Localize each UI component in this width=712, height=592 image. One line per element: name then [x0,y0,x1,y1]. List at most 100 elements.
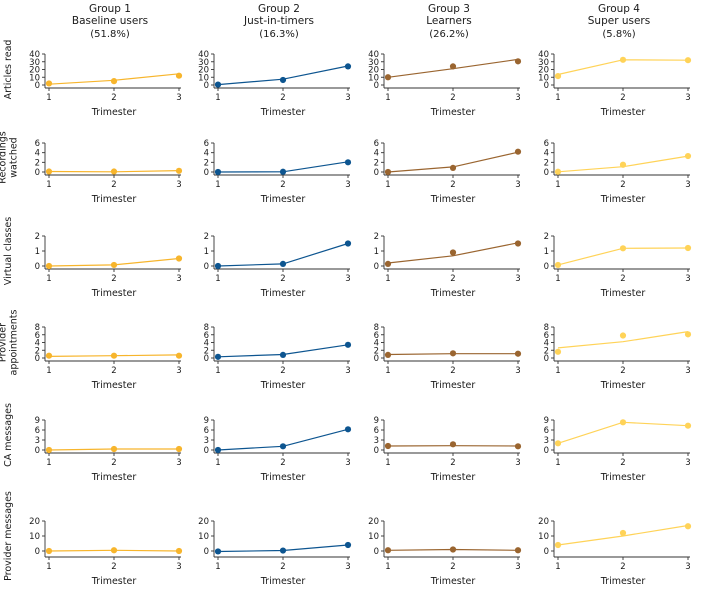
x-tick-label: 1 [46,562,51,572]
panel-5-2: 0 10 20 1 2 3 Trimester [368,517,522,587]
x-axis-label: Trimester [260,380,306,391]
y-tick-label: 6 [374,331,379,341]
y-tick-label: 40 [368,50,379,60]
x-tick-label: 1 [46,458,51,468]
data-point [619,419,627,426]
data-point [554,168,562,175]
data-point [449,546,457,553]
data-point [344,341,352,348]
y-tick-label: 9 [204,416,209,426]
row-label: watched [9,137,20,177]
group-share: (26.2%) [429,29,469,40]
data-point [279,168,287,175]
x-tick-label: 3 [345,93,350,103]
row-label: Articles read [3,40,14,100]
y-tick-label: 3 [35,436,40,446]
y-tick-label: 4 [35,339,40,349]
x-tick-label: 1 [215,458,220,468]
row-label: Virtual classes [3,217,14,285]
data-point [384,74,392,81]
y-tick-label: 1 [374,247,379,257]
x-tick-label: 1 [385,180,390,190]
data-point [214,353,222,360]
x-tick-label: 3 [685,562,690,572]
y-tick-label: 3 [544,436,549,446]
data-point [279,260,287,267]
x-tick-label: 2 [111,93,116,103]
group-share: (16.3%) [259,29,299,40]
data-point [214,548,222,555]
y-tick-label: 6 [544,139,549,149]
y-tick-label: 0 [204,168,209,178]
y-tick-label: 6 [374,139,379,149]
data-point [554,261,562,269]
data-point [175,352,183,359]
data-point [45,352,53,359]
x-tick-label: 1 [46,366,51,376]
y-tick-label: 3 [204,436,209,446]
y-tick-label: 6 [204,331,209,341]
y-tick-label: 4 [544,339,549,349]
series-line [387,242,519,264]
x-axis-label: Trimester [430,107,476,118]
x-tick-label: 3 [515,366,520,376]
x-tick-label: 2 [280,274,285,284]
x-tick-label: 2 [620,180,625,190]
x-axis-label: Trimester [260,576,306,587]
x-tick-label: 1 [555,458,560,468]
y-tick-label: 40 [198,50,209,60]
x-tick-label: 3 [685,366,690,376]
x-tick-label: 2 [111,180,116,190]
x-tick-label: 3 [515,274,520,284]
y-tick-label: 2 [35,346,40,356]
x-tick-label: 3 [685,458,690,468]
data-point [214,446,222,454]
panel-5-0: 0 10 20 1 2 3 Trimester [29,517,183,587]
x-tick-label: 1 [385,274,390,284]
y-tick-label: 10 [368,73,379,83]
x-tick-label: 3 [176,458,181,468]
y-tick-label: 3 [374,436,379,446]
data-point [344,426,352,433]
x-tick-label: 1 [555,562,560,572]
data-point [684,422,692,429]
y-tick-label: 10 [538,73,549,83]
group-title: Group 4 [598,3,640,15]
data-point [619,56,627,63]
x-tick-label: 1 [555,274,560,284]
data-point [279,443,287,450]
x-tick-label: 3 [176,180,181,190]
x-axis-label: Trimester [430,194,476,205]
y-tick-label: 0 [544,354,549,364]
group-title: Group 2 [258,3,300,15]
x-tick-label: 3 [345,180,350,190]
x-tick-label: 1 [555,180,560,190]
y-tick-label: 0 [544,262,549,272]
x-tick-label: 1 [215,562,220,572]
y-tick-label: 2 [204,158,209,168]
data-point [45,547,53,555]
y-tick-label: 2 [35,158,40,168]
y-tick-label: 0 [35,547,40,557]
x-tick-label: 3 [176,562,181,572]
x-tick-label: 2 [620,93,625,103]
data-point [110,445,118,453]
y-tick-label: 0 [204,262,209,272]
x-tick-label: 2 [280,366,285,376]
data-point [384,442,392,450]
y-tick-label: 20 [538,517,549,527]
y-tick-label: 9 [374,416,379,426]
data-point [175,72,183,79]
y-tick-label: 0 [204,446,209,456]
x-tick-label: 2 [450,274,455,284]
x-tick-label: 2 [620,562,625,572]
data-point [514,58,522,65]
y-tick-label: 4 [374,339,379,349]
y-tick-label: 0 [35,262,40,272]
